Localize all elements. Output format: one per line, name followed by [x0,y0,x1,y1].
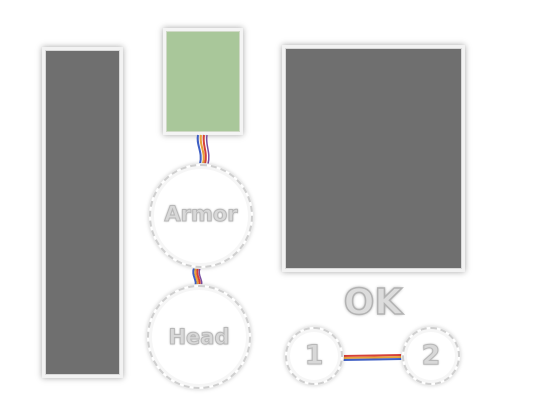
connector-slot-1-label: 1 [304,340,324,372]
inventory-panel[interactable] [42,47,123,378]
ok-button[interactable]: OK [343,281,403,324]
armor-slot[interactable] [163,28,243,135]
connector-slot-2-label: 2 [421,340,441,372]
head-ring[interactable]: Head [147,285,251,389]
preview-panel[interactable] [282,45,465,272]
wire-slot-1-to-slot-2 [342,354,403,361]
armor-ring[interactable]: Armor [149,164,253,268]
connector-slot-2[interactable]: 2 [402,327,460,385]
armor-label: Armor [164,202,238,227]
connector-slot-1[interactable]: 1 [285,327,343,385]
wire-armor-to-ring [196,134,210,165]
head-label: Head [168,325,230,350]
